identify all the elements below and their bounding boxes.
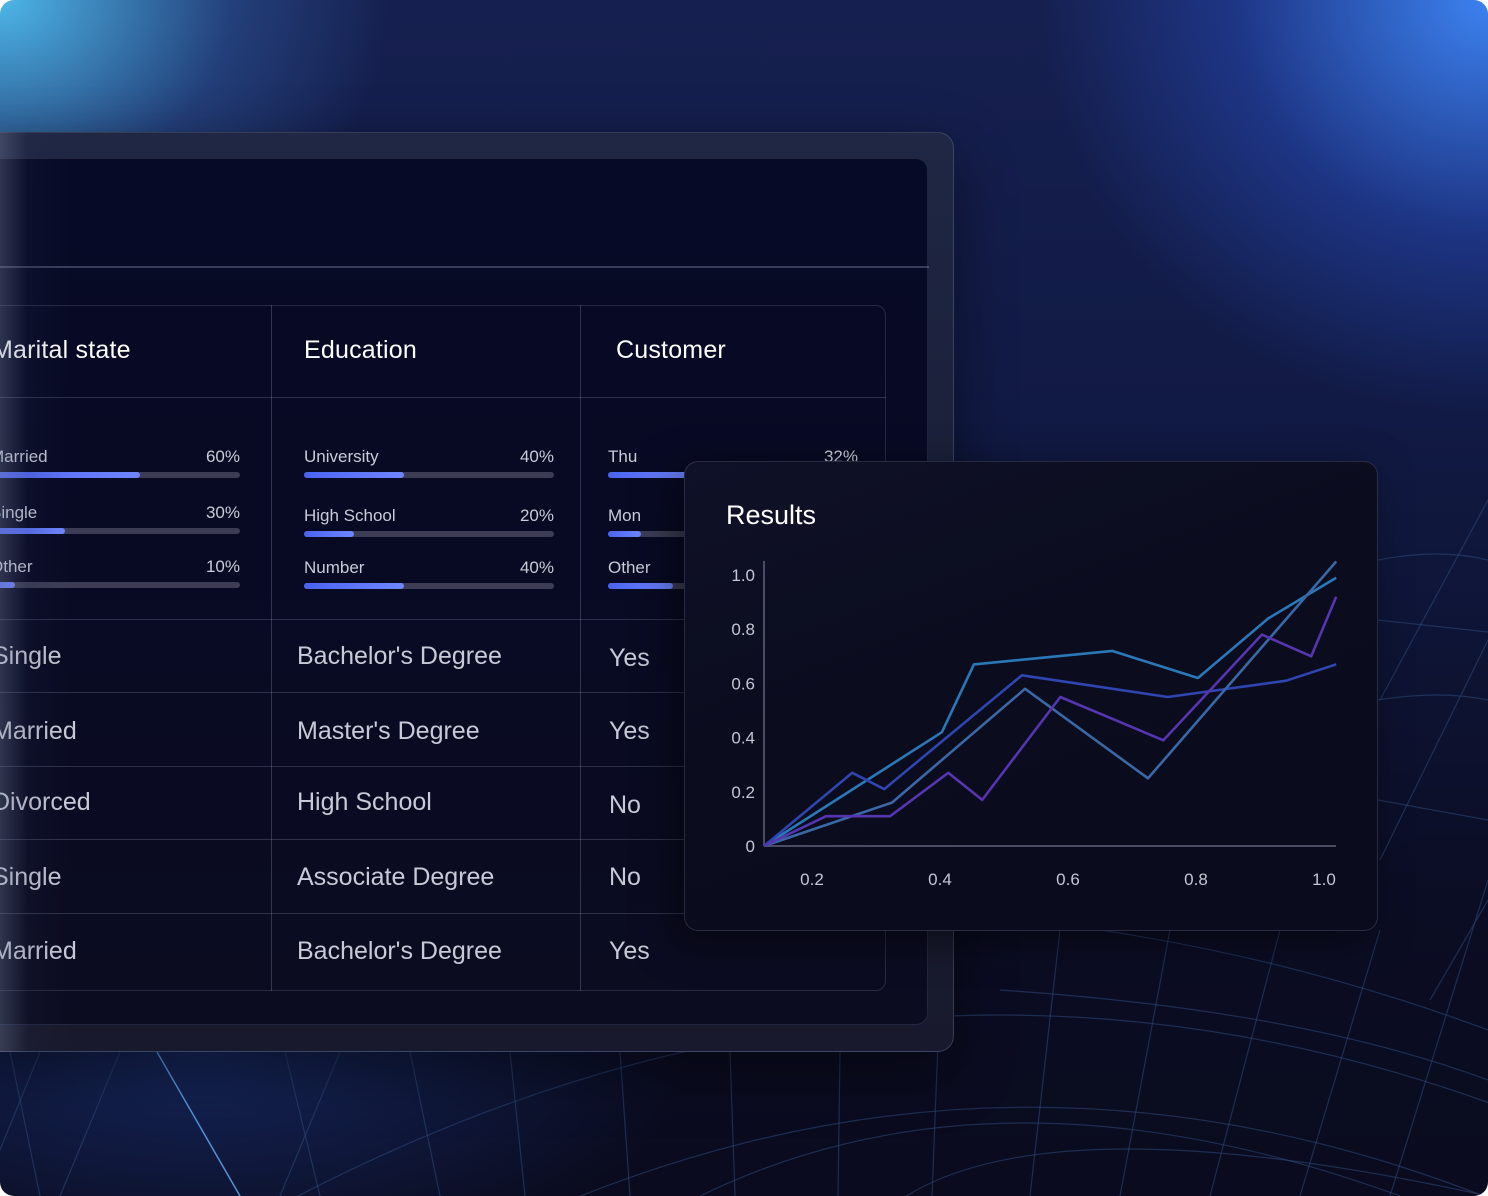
row-divider: [0, 397, 886, 398]
progress-bar: [304, 531, 554, 537]
header-divider: [0, 266, 929, 268]
chart-line-series: [763, 663, 1337, 848]
y-tick-label: 0.2: [731, 783, 755, 802]
stat-value: 60%: [205, 447, 240, 466]
row-divider: [0, 913, 886, 914]
progress-fill: [304, 583, 404, 589]
stat-label: High School: [304, 506, 396, 525]
y-axis-ticks: 0 0.2 0.4 0.6 0.8 1.0: [731, 566, 755, 856]
chart-series: [763, 560, 1338, 848]
column-header-customer[interactable]: Customer: [616, 336, 726, 364]
x-axis-ticks: 0.2 0.4 0.6 0.8 1.0: [800, 870, 1336, 889]
x-tick-label: 1.0: [1312, 870, 1336, 889]
progress-fill: [0, 582, 15, 588]
stat-label: Number: [304, 558, 365, 577]
cell-customer: Yes: [609, 937, 650, 965]
stat-label: Single: [0, 503, 38, 522]
cell-marital: Single: [0, 642, 62, 670]
cell-marital: Married: [0, 717, 77, 745]
cell-customer: No: [609, 863, 641, 891]
stat-value: 40%: [519, 447, 554, 466]
progress-fill: [608, 531, 641, 537]
x-tick-label: 0.6: [1056, 870, 1080, 889]
progress-fill: [608, 472, 688, 478]
x-tick-label: 0.8: [1184, 870, 1208, 889]
chart-line-series: [763, 576, 1337, 848]
stat-value: 30%: [205, 503, 240, 522]
chart-line-series: [763, 560, 1338, 848]
progress-bar: [0, 472, 240, 478]
row-divider: [0, 619, 886, 620]
y-tick-label: 0.4: [731, 729, 755, 748]
cell-customer: Yes: [609, 644, 650, 672]
cell-marital: Divorced: [0, 788, 91, 816]
stat-label: Married: [0, 447, 48, 466]
row-divider: [0, 766, 886, 767]
progress-fill: [608, 583, 673, 589]
y-tick-label: 0.8: [731, 620, 755, 639]
column-header-education[interactable]: Education: [304, 336, 417, 364]
cell-education: Bachelor's Degree: [297, 937, 502, 965]
chart-line-series: [763, 596, 1338, 848]
progress-bar: [304, 583, 554, 589]
cell-education: Associate Degree: [297, 863, 495, 891]
progress-fill: [0, 528, 65, 534]
cell-customer: No: [609, 791, 641, 819]
y-tick-label: 1.0: [731, 566, 755, 585]
stat-label: Other: [608, 558, 651, 577]
progress-bar: [0, 582, 240, 588]
cell-education: Bachelor's Degree: [297, 642, 502, 670]
progress-bar: [0, 528, 240, 534]
progress-fill: [304, 472, 404, 478]
cell-marital: Single: [0, 863, 62, 891]
stat-label: Other: [0, 557, 33, 576]
column-divider: [580, 305, 581, 991]
cell-education: High School: [297, 788, 432, 816]
stat-value: 20%: [519, 506, 554, 525]
x-tick-label: 0.4: [928, 870, 952, 889]
results-title: Results: [726, 500, 817, 530]
progress-bar: [304, 472, 554, 478]
cell-customer: Yes: [609, 717, 650, 745]
progress-fill: [0, 472, 140, 478]
results-line-chart: 0 0.2 0.4 0.6 0.8 1.0 0.2 0.4 0.6 0.8 1.0: [731, 560, 1338, 889]
stat-label: Thu: [608, 447, 638, 466]
results-chart-card: [684, 461, 1378, 931]
progress-fill: [304, 531, 354, 537]
y-tick-label: 0.6: [731, 674, 755, 693]
stat-label: University: [304, 447, 379, 466]
cell-education: Master's Degree: [297, 717, 480, 745]
stat-value: 10%: [205, 557, 240, 576]
stat-value: 40%: [519, 558, 554, 577]
y-tick-label: 0: [746, 837, 755, 856]
row-divider: [0, 692, 886, 693]
x-tick-label: 0.2: [800, 870, 824, 889]
stat-label: Mon: [608, 506, 642, 525]
cell-marital: Married: [0, 937, 77, 965]
row-divider: [0, 839, 886, 840]
column-divider: [271, 305, 272, 991]
column-header-marital-state[interactable]: Marital state: [0, 336, 131, 364]
